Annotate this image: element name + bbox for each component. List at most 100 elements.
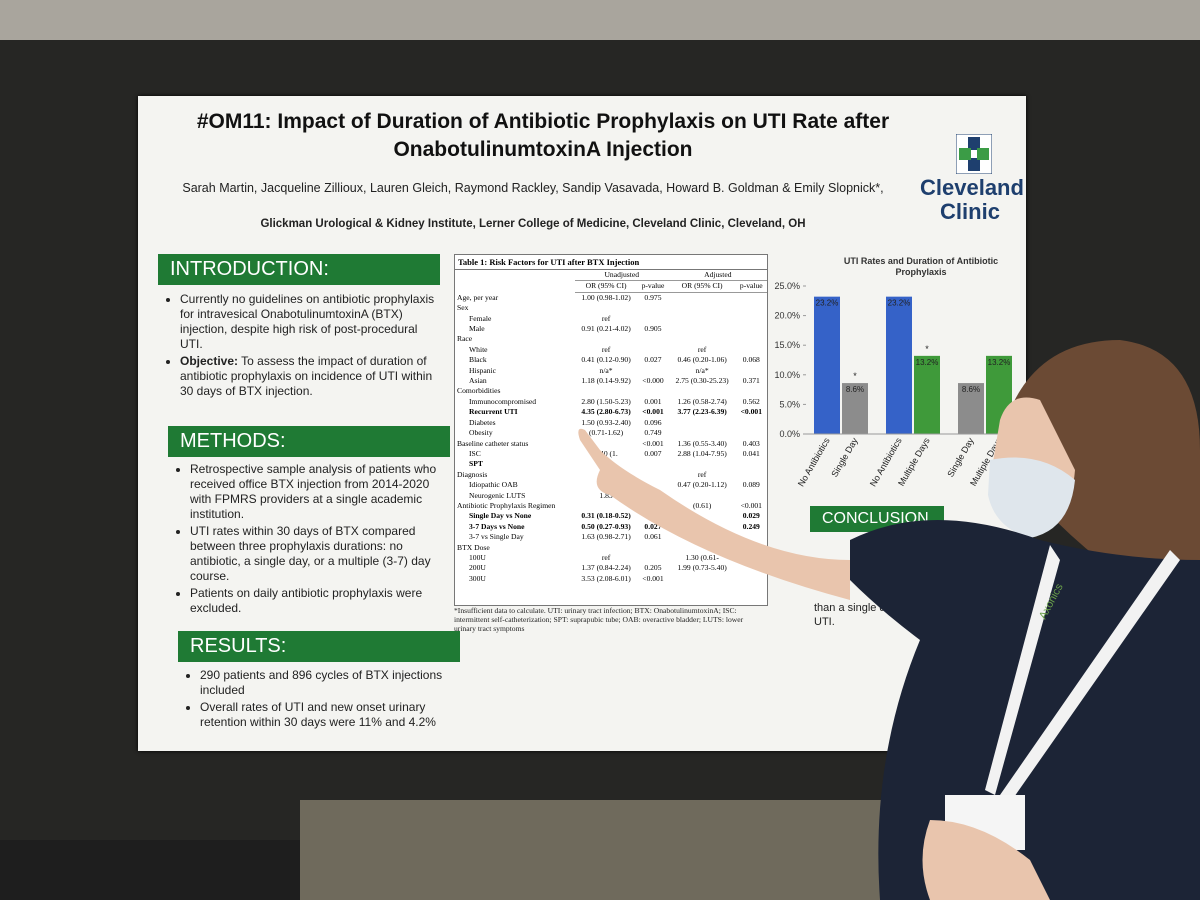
y-tick-label: 15.0% xyxy=(774,340,800,350)
table-cell: 0.001 xyxy=(644,396,662,406)
table-row: ISC 2.40 (1. 0.007 2.88 (1.04-7.95) 0.041 xyxy=(455,449,767,459)
bullet-text: 290 patients and 896 cycles of BTX injec… xyxy=(200,668,443,697)
bullet: Objective: To assess the impact of durat… xyxy=(180,354,440,399)
table-cell: 2.88 (1.04-7.95) xyxy=(677,448,727,458)
table-cell: ref xyxy=(601,344,611,354)
table-cell: 0.068 xyxy=(742,355,760,365)
table-row: Sex xyxy=(455,303,767,313)
table-cell: <0.000 xyxy=(642,376,664,386)
poster: #OM11: Impact of Duration of Antibiotic … xyxy=(138,96,1026,751)
table-row: 100U ref 1.30 (0.61- xyxy=(455,553,767,563)
table-row: 3-7 Days vs None 0.50 (0.27-0.93) 0.027 0.2… xyxy=(455,522,767,532)
table-cell: 100U xyxy=(469,552,486,562)
table-cell: 3.77 (2.23-6.39) xyxy=(677,407,727,417)
arm xyxy=(578,428,850,600)
bullet: Patients on daily antibiotic prophylaxis… xyxy=(190,586,450,616)
table-row: Idiopathic OAB 0.47 (0.20-1.12) 0.089 xyxy=(455,480,767,490)
wall xyxy=(0,0,1200,40)
logo-mark xyxy=(956,134,992,174)
hand xyxy=(922,820,1050,900)
authors: Sarah Martin, Jacqueline Zillioux, Laure… xyxy=(182,181,884,195)
table: Table 1: Risk Factors for UTI after BTX … xyxy=(454,254,768,606)
table-cell: <0.001 xyxy=(642,573,664,583)
section-heading: RESULTS: xyxy=(178,631,460,662)
table-cell: ref xyxy=(601,313,611,323)
table-cell: 300U xyxy=(469,573,486,583)
table-row: Male 0.91 (0.21-4.02) 0.905 xyxy=(455,324,767,334)
value-label: 23.2% xyxy=(816,299,839,308)
bullet-text: Currently no guidelines on antibiotic pr… xyxy=(180,292,435,351)
table-cell: 1.37 (0.84-2.24) xyxy=(581,563,631,573)
table-cell: 0.061 xyxy=(644,532,662,542)
table-cell: ISC xyxy=(469,448,481,458)
table-cell: 2.80 (1.50-5.23) xyxy=(581,396,631,406)
table-group-row: Unadjusted Adjusted xyxy=(455,270,767,282)
significance-marker: * xyxy=(853,371,857,381)
table-cell: 0.41 (0.12-0.90) xyxy=(581,355,631,365)
table-row: Race xyxy=(455,334,767,344)
table-cell: (0.71-1.62) xyxy=(588,428,624,438)
section-heading: CONCLUSION xyxy=(810,506,944,532)
table-header: p-value xyxy=(735,280,767,293)
table-row: Neurogenic LUTS 1.83 xyxy=(455,491,767,501)
table-header: OR (95% CI) xyxy=(574,280,638,293)
table-cell: Male xyxy=(469,324,485,334)
table-row: Asian 1.18 (0.14-9.92) <0.000 2.75 (0.30-25… xyxy=(455,376,767,386)
affiliation: Glickman Urological & Kidney Institute, … xyxy=(260,218,806,230)
table-cell: Obesity xyxy=(469,428,493,438)
y-tick-label: 25.0% xyxy=(774,281,800,291)
table-group: Adjusted xyxy=(668,270,767,282)
table-cell: 1.18 (0.14-9.92) xyxy=(581,376,631,386)
table-cell: ref xyxy=(697,344,707,354)
value-label: 8.6% xyxy=(846,385,864,394)
table-cell: Asian xyxy=(469,376,487,386)
table-cell: 3-7 vs Single Day xyxy=(469,532,524,542)
bullet-list: Retrospective sample analysis of patient… xyxy=(170,462,450,616)
table-cell: 3.53 (2.08-6.01) xyxy=(581,573,631,583)
logo-text: Cleveland Clinic xyxy=(920,175,1024,224)
table-group: Unadjusted xyxy=(574,270,669,282)
table-cell: 0.007 xyxy=(644,448,662,458)
table-cell: Age, per year xyxy=(457,292,499,302)
table-cell: Idiopathic OAB xyxy=(469,480,518,490)
section-body: Retrospective sample analysis of patient… xyxy=(170,462,450,618)
table-row: Immunocompromised 2.80 (1.50-5.23) 0.001 1.… xyxy=(455,397,767,407)
table-cell: 0.403 xyxy=(742,438,760,448)
conclusion-line: UTI. xyxy=(814,616,835,628)
table-cell: 0.027 xyxy=(644,355,662,365)
bullet-text: Retrospective sample analysis of patient… xyxy=(190,462,437,521)
table-cell: Diagnosis xyxy=(457,469,488,479)
table-cell: 0.50 (0.27-0.93) xyxy=(581,521,631,531)
section-heading: METHODS: xyxy=(168,426,450,457)
table-cell: <0.001 xyxy=(740,407,762,417)
section-heading: INTRODUCTION: xyxy=(158,254,440,285)
table-cell: 0.47 (0.20-1.12) xyxy=(677,480,727,490)
value-label: 13.2% xyxy=(916,358,939,367)
table-cell: <0.001 xyxy=(642,407,664,417)
bullet: 290 patients and 896 cycles of BTX injec… xyxy=(200,668,460,698)
bar xyxy=(842,383,868,434)
y-tick-label: 0.0% xyxy=(779,429,800,439)
table-row: Antibiotic Prophylaxis Regimen (0.61) <0.0… xyxy=(455,501,767,511)
bar xyxy=(958,383,984,434)
bar xyxy=(814,296,840,434)
table-cell: n/a* xyxy=(695,365,709,375)
table-cell: 0.975 xyxy=(644,292,662,302)
table-row: Diagnosis ref xyxy=(455,470,767,480)
table-cell: 2.40 (1. xyxy=(594,448,618,458)
bullet-text: To assess the impact of duration of anti… xyxy=(180,354,433,398)
table-cell: n/a* xyxy=(599,365,613,375)
table-cell: 1.63 (0.98-2.71) xyxy=(581,532,631,542)
table-row: Black 0.41 (0.12-0.90) 0.027 0.46 (0.20-1.0… xyxy=(455,355,767,365)
mask xyxy=(988,457,1075,538)
dress xyxy=(850,520,1200,900)
table-cell: 1.83 xyxy=(599,490,613,500)
table-cell: ref xyxy=(601,552,611,562)
table-cell: Female xyxy=(469,313,492,323)
y-tick-label: 20.0% xyxy=(774,311,800,321)
table-cell: SPT xyxy=(469,459,483,469)
table-cell: Single Day vs None xyxy=(469,511,532,521)
table-grid: Unadjusted Adjusted OR (95% CI) p-value OR (… xyxy=(455,270,767,584)
table-cell: 0.027 xyxy=(644,521,662,531)
